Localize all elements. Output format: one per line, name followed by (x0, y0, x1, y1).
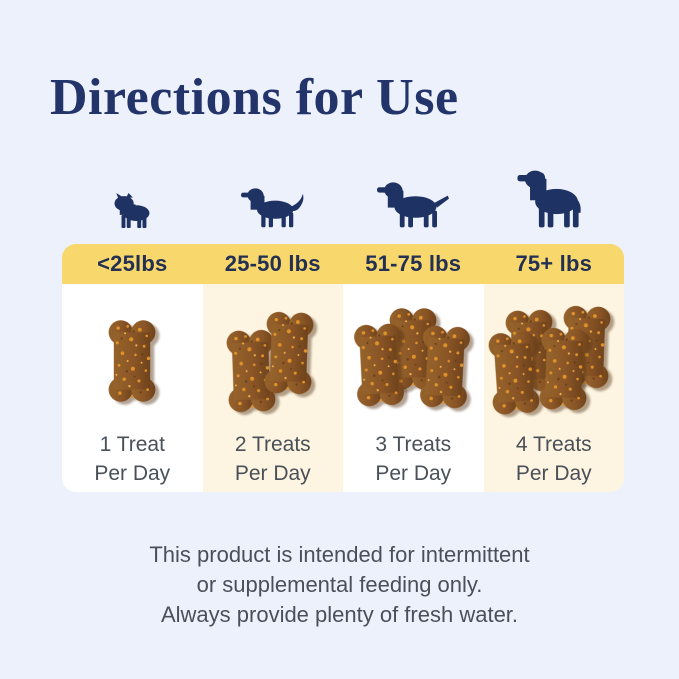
weight-label: 75+ lbs (515, 251, 593, 276)
dog-size-row (62, 166, 624, 228)
serving-text: 4 Treats Per Day (484, 430, 625, 488)
serving-line1: 4 Treats (515, 433, 592, 456)
weight-label: <25lbs (97, 251, 168, 276)
chart-body: 1 Treat Per Day 2 Treats Per Day 3 Treat… (62, 284, 624, 492)
treats-cluster (203, 302, 343, 422)
serving-column: 2 Treats Per Day (202, 284, 344, 492)
rottweiler-icon (516, 170, 592, 228)
treat-bone-icon (417, 323, 473, 412)
treats-cluster (62, 302, 202, 422)
treat-bone-icon (485, 328, 543, 417)
golden-retriever-icon (241, 185, 305, 228)
feeding-chart: <25lbs 25-50 lbs 51-75 lbs 75+ lbs 1 Tre… (62, 166, 624, 492)
treat-bone-icon (536, 325, 591, 413)
serving-column: 1 Treat Per Day (62, 284, 203, 492)
disclaimer-line3: Always provide plenty of fresh water. (160, 602, 519, 627)
disclaimer-line1: This product is intended for intermitten… (149, 542, 530, 567)
page-title: Directions for Use (50, 69, 459, 126)
treat-bone-icon (106, 318, 158, 404)
treats-cluster (343, 302, 483, 422)
serving-text: 2 Treats Per Day (203, 430, 344, 488)
serving-line1: 2 Treats (234, 433, 311, 456)
serving-text: 3 Treats Per Day (343, 430, 484, 488)
feeding-disclaimer: This product is intended for intermitten… (0, 540, 679, 630)
french-bulldog-icon (110, 193, 154, 228)
treats-cluster (484, 302, 624, 422)
labrador-icon (377, 180, 449, 228)
serving-column: 4 Treats Per Day (483, 284, 625, 492)
dog-cell (62, 166, 203, 228)
dog-cell (343, 166, 484, 228)
serving-line2: Per Day (234, 462, 311, 485)
serving-line2: Per Day (515, 462, 592, 485)
serving-column: 3 Treats Per Day (343, 284, 484, 492)
weight-range-band: <25lbs 25-50 lbs 51-75 lbs 75+ lbs (62, 244, 624, 284)
weight-label: 51-75 lbs (365, 251, 462, 276)
serving-line2: Per Day (375, 462, 452, 485)
serving-line1: 1 Treat (99, 433, 165, 456)
serving-line2: Per Day (94, 462, 171, 485)
dog-cell (484, 166, 625, 228)
serving-line1: 3 Treats (375, 433, 452, 456)
treat-bone-icon (261, 309, 316, 397)
weight-label: 25-50 lbs (224, 251, 321, 276)
dog-cell (203, 166, 344, 228)
disclaimer-line2: or supplemental feeding only. (196, 572, 483, 597)
treat-bone-icon (351, 321, 407, 410)
serving-text: 1 Treat Per Day (62, 430, 203, 488)
